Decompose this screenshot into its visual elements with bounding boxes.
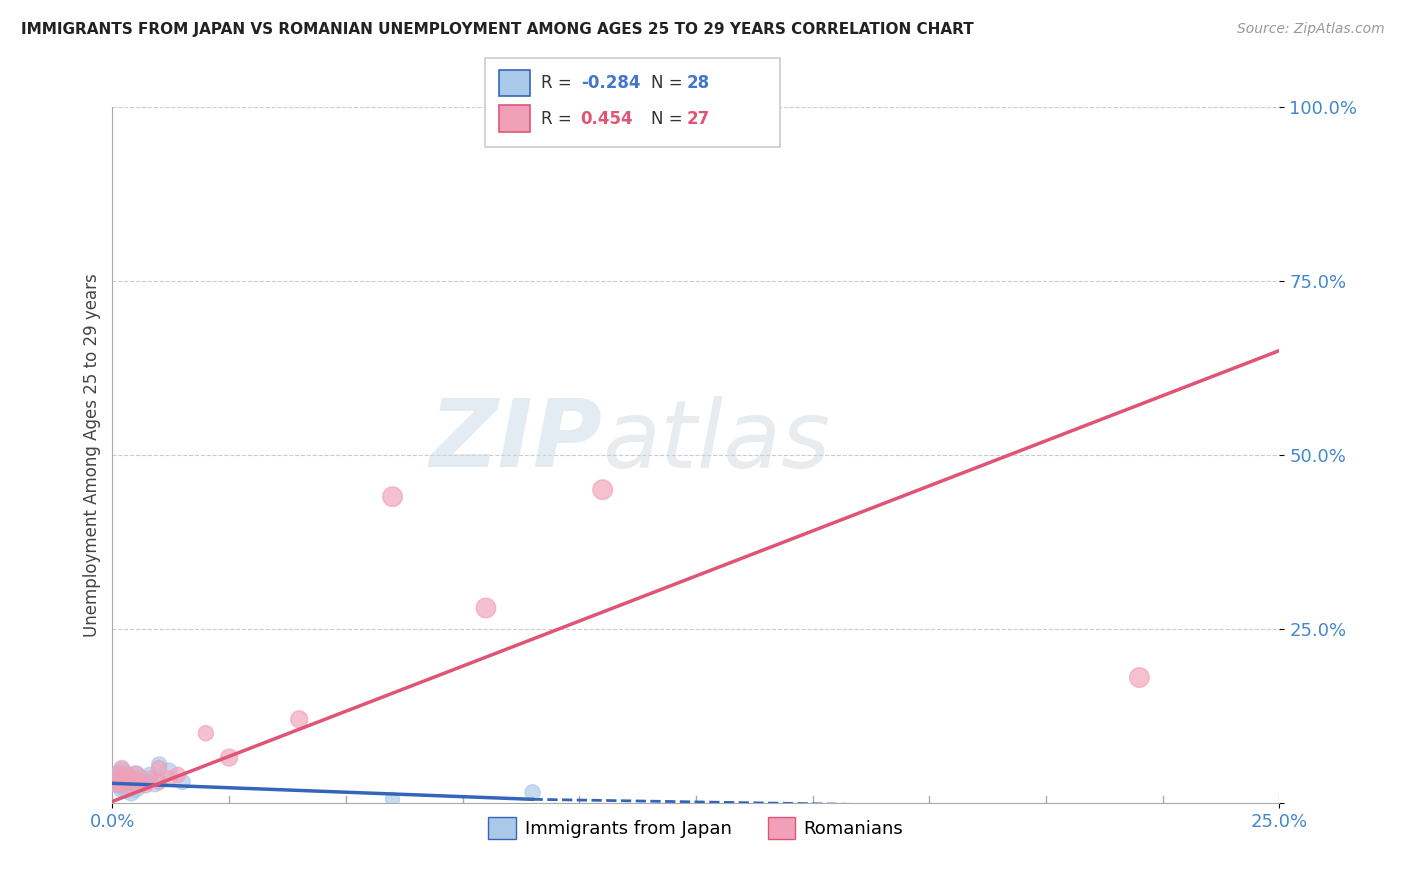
Text: R =: R = [541,74,578,92]
Point [172,775,194,789]
Text: -0.284: -0.284 [581,74,640,92]
Point [1128,671,1150,685]
Point [115,768,138,782]
Point [111,775,134,789]
Point [134,775,156,789]
Point [129,775,152,789]
Point [110,775,132,789]
Point [129,772,152,786]
Point [381,792,404,806]
Text: 27: 27 [686,110,710,128]
Point [148,775,170,789]
Legend: Immigrants from Japan, Romanians: Immigrants from Japan, Romanians [481,809,911,846]
Point [120,775,142,789]
Point [139,772,162,786]
Point [112,772,135,786]
Point [134,778,156,793]
Point [115,781,138,796]
Point [115,778,138,793]
Point [118,778,141,793]
Point [157,772,180,786]
Point [125,768,148,782]
Point [105,772,128,786]
Y-axis label: Unemployment Among Ages 25 to 29 years: Unemployment Among Ages 25 to 29 years [83,273,101,637]
Point [115,768,138,782]
Point [129,778,152,793]
Point [107,768,129,782]
Point [112,778,135,793]
Point [107,778,129,793]
Point [111,775,134,789]
Point [125,778,148,793]
Text: R =: R = [541,110,582,128]
Text: IMMIGRANTS FROM JAPAN VS ROMANIAN UNEMPLOYMENT AMONG AGES 25 TO 29 YEARS CORRELA: IMMIGRANTS FROM JAPAN VS ROMANIAN UNEMPL… [21,22,974,37]
Text: 0.454: 0.454 [581,110,633,128]
Point [105,775,128,789]
Point [148,757,170,772]
Point [120,775,142,789]
Point [143,775,166,789]
Point [166,768,188,782]
Text: ZIP: ZIP [430,395,603,487]
Point [148,761,170,775]
Point [115,775,138,789]
Point [111,781,134,796]
Point [122,772,145,786]
Point [105,775,128,789]
Text: atlas: atlas [603,395,831,486]
Point [125,768,148,782]
Point [111,761,134,775]
Text: N =: N = [651,74,688,92]
Text: Source: ZipAtlas.com: Source: ZipAtlas.com [1237,22,1385,37]
Point [125,781,148,796]
Point [592,483,614,497]
Point [288,712,311,726]
Point [522,785,544,799]
Point [218,750,240,764]
Point [475,601,498,615]
Point [108,778,131,793]
Point [157,764,180,779]
Point [381,490,404,504]
Text: 28: 28 [686,74,709,92]
Point [139,768,162,782]
Point [120,785,142,799]
Point [108,768,131,782]
Point [194,726,217,740]
Point [111,764,134,779]
Text: N =: N = [651,110,688,128]
Point [120,772,142,786]
